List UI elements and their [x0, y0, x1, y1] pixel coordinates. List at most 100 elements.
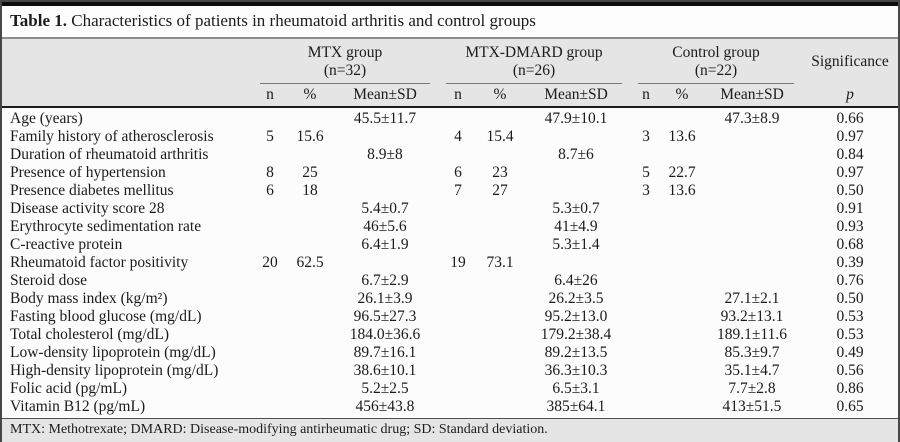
- mtx-n-cell: [252, 290, 288, 308]
- mtx-n-cell: [252, 380, 288, 398]
- mtx-n-header: n: [266, 86, 274, 103]
- p-value-cell: 0.39: [836, 254, 864, 271]
- table-row: Erythrocyte sedimentation rate 46±5.6 41±4…: [2, 218, 898, 236]
- table-row: Vitamin B12 (pg/mL) 456±43.8 385±64.1 413±5…: [2, 398, 898, 416]
- dmard-pct-cell: [478, 308, 522, 326]
- dmard-pct-cell: [478, 326, 522, 344]
- control-n-cell: [630, 290, 662, 308]
- mtx-mean-cell: 96.5±27.3: [353, 308, 417, 325]
- mtx-pct-cell: [288, 146, 332, 164]
- dmard-n-cell: [438, 362, 478, 380]
- control-n-header: n: [642, 86, 650, 103]
- group-header-row: MTX group (n=32) MTX-DMARD group (n=26) …: [2, 44, 898, 84]
- dmard-n-cell: [438, 308, 478, 326]
- mtx-mean-cell: 89.7±16.1: [353, 344, 417, 361]
- dmard-mean-header: Mean±SD: [544, 86, 608, 103]
- row-label: Duration of rheumatoid arthritis: [10, 146, 209, 163]
- dmard-pct-cell: [478, 218, 522, 236]
- table-row: High-density lipoprotein (mg/dL) 38.6±10.…: [2, 362, 898, 380]
- table-row: Disease activity score 28 5.4±0.7 5.3±0.7 0…: [2, 200, 898, 218]
- group-name-dmard: MTX-DMARD group: [465, 44, 603, 61]
- mtx-pct-cell: [288, 200, 332, 218]
- row-label: Rheumatoid factor positivity: [10, 254, 189, 271]
- control-n-cell: [630, 200, 662, 218]
- control-mean-cell: 7.7±2.8: [728, 380, 776, 397]
- mtx-n-cell: [252, 362, 288, 380]
- control-n-cell: [630, 254, 662, 272]
- dmard-mean-cell: [522, 182, 630, 200]
- dmard-n-cell: [438, 200, 478, 218]
- table-title-text: Characteristics of patients in rheumatoi…: [67, 11, 536, 30]
- group-underline-control: [638, 83, 794, 84]
- mtx-n-cell: [252, 326, 288, 344]
- dmard-n-cell: [438, 272, 478, 290]
- dmard-mean-cell: 26.2±3.5: [548, 290, 604, 307]
- control-n-cell: [630, 362, 662, 380]
- dmard-pct-cell: 23: [492, 164, 508, 181]
- mtx-pct-cell: [288, 110, 332, 128]
- p-value-cell: 0.53: [836, 326, 864, 343]
- mtx-n-cell: [252, 218, 288, 236]
- dmard-n-cell: [438, 380, 478, 398]
- group-name-mtx: MTX group: [307, 44, 383, 61]
- group-header-mtx: MTX group (n=32): [252, 44, 438, 84]
- mtx-n-cell: [252, 272, 288, 290]
- control-mean-cell: [702, 182, 802, 200]
- dmard-pct-header: %: [493, 86, 507, 103]
- mtx-mean-cell: 184.0±36.6: [349, 326, 421, 343]
- control-mean-cell: [702, 164, 802, 182]
- control-pct-cell: [662, 218, 702, 236]
- mtx-mean-cell: 26.1±3.9: [357, 290, 413, 307]
- mtx-pct-cell: 25: [302, 164, 318, 181]
- mtx-pct-cell: [288, 326, 332, 344]
- mtx-n-cell: 6: [266, 182, 274, 199]
- control-pct-cell: 13.6: [668, 128, 696, 145]
- table-row: Folic acid (pg/mL) 5.2±2.5 6.5±3.1 7.7±2.8 0…: [2, 380, 898, 398]
- control-pct-cell: [662, 344, 702, 362]
- mtx-mean-cell: 6.7±2.9: [361, 272, 409, 289]
- dmard-pct-cell: [478, 110, 522, 128]
- row-label: High-density lipoprotein (mg/dL): [10, 362, 219, 379]
- dmard-mean-cell: [522, 164, 630, 182]
- group-header-control: Control group (n=22): [630, 44, 802, 84]
- dmard-mean-cell: 5.3±1.4: [552, 236, 600, 253]
- mtx-pct-header: %: [303, 86, 317, 103]
- dmard-pct-cell: [478, 344, 522, 362]
- row-label: Body mass index (kg/m²): [10, 290, 168, 307]
- p-value-cell: 0.84: [836, 146, 864, 163]
- control-n-cell: [630, 272, 662, 290]
- control-n-cell: [630, 344, 662, 362]
- dmard-mean-cell: 95.2±13.0: [544, 308, 608, 325]
- control-n-cell: 5: [642, 164, 650, 181]
- control-mean-cell: 93.2±13.1: [720, 308, 784, 325]
- dmard-mean-cell: 89.2±13.5: [544, 344, 608, 361]
- mtx-n-cell: 20: [262, 254, 278, 271]
- mtx-mean-cell: 456±43.8: [355, 398, 415, 415]
- control-n-cell: [630, 110, 662, 128]
- control-mean-cell: 27.1±2.1: [724, 290, 780, 307]
- mtx-pct-cell: [288, 398, 332, 416]
- control-mean-cell: 189.1±11.6: [717, 326, 787, 343]
- control-pct-cell: [662, 236, 702, 254]
- row-label: Folic acid (pg/mL): [10, 380, 128, 397]
- mtx-mean-cell: 5.2±2.5: [361, 380, 409, 397]
- p-value-cell: 0.53: [836, 308, 864, 325]
- mtx-n-cell: [252, 146, 288, 164]
- mtx-n-cell: 5: [266, 128, 274, 145]
- dmard-n-cell: [438, 110, 478, 128]
- control-n-cell: [630, 218, 662, 236]
- dmard-n-header: n: [454, 86, 462, 103]
- mtx-pct-cell: [288, 308, 332, 326]
- row-label: Low-density lipoprotein (mg/dL): [10, 344, 216, 361]
- mtx-pct-cell: [288, 380, 332, 398]
- dmard-n-cell: [438, 146, 478, 164]
- dmard-mean-cell: [522, 128, 630, 146]
- control-pct-cell: [662, 290, 702, 308]
- table-header: MTX group (n=32) MTX-DMARD group (n=26) …: [2, 39, 898, 108]
- control-mean-cell: [702, 272, 802, 290]
- control-pct-cell: [662, 110, 702, 128]
- row-label: Disease activity score 28: [10, 200, 165, 217]
- subheader-row: n % Mean±SD n % Mean±SD n % Mean±SD p: [2, 84, 898, 106]
- mtx-pct-cell: [288, 290, 332, 308]
- group-name-control: Control group: [672, 44, 760, 61]
